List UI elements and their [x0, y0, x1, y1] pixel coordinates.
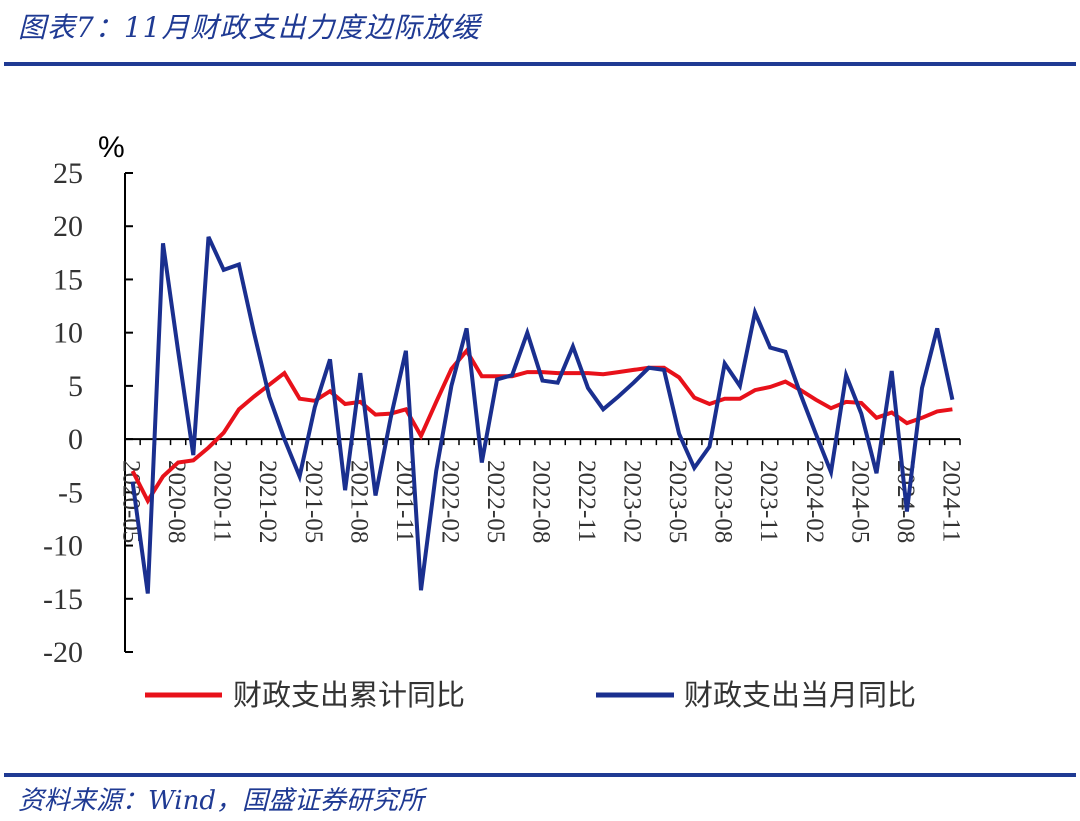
series-line-monthly	[130, 236, 955, 594]
y-tick-label: 15	[53, 263, 83, 296]
x-tick-label: 2022-11	[573, 460, 600, 542]
series-line-cumulative	[130, 347, 953, 505]
y-tick-label: 0	[68, 423, 83, 456]
chart-title: 图表7：11月财政支出力度边际放缓	[18, 11, 481, 44]
y-tick-label: 25	[53, 157, 83, 190]
y-unit-label: %	[98, 131, 125, 164]
y-tick-label: -10	[43, 530, 83, 563]
chart-legend: 财政支出累计同比 财政支出当月同比	[145, 678, 916, 712]
y-tick-label: -5	[58, 476, 83, 509]
chart-lines	[130, 236, 955, 594]
y-tick-label: -15	[43, 583, 83, 616]
x-tick-label: 2024-02	[801, 460, 828, 543]
x-tick-label: 2023-11	[755, 460, 782, 542]
x-tick-label: 2024-05	[846, 460, 873, 543]
x-tick-label: 2020-11	[209, 460, 236, 542]
x-tick-label: 2022-05	[482, 460, 509, 543]
x-tick-label: 2021-02	[254, 460, 281, 543]
source-note: 资料来源：Wind，国盛证券研究所	[18, 786, 424, 816]
x-tick-label: 2023-05	[664, 460, 691, 543]
x-tick-label: 2021-08	[345, 460, 372, 543]
x-tick-label: 2022-08	[528, 460, 555, 543]
y-tick-label: 20	[53, 210, 83, 243]
x-tick-label: 2024-11	[937, 460, 964, 542]
legend-item-cumulative-label: 财政支出累计同比	[233, 678, 465, 712]
footer-rule	[4, 773, 1076, 777]
x-tick-label: 2022-02	[436, 460, 463, 543]
y-tick-label: 10	[53, 317, 83, 350]
y-tick-label: -20	[43, 636, 83, 669]
header-rule	[4, 62, 1076, 66]
x-tick-label: 2023-08	[710, 460, 737, 543]
x-tick-label: 2023-02	[619, 460, 646, 543]
y-tick-label: 5	[68, 370, 83, 403]
legend-item-monthly-label: 财政支出当月同比	[684, 678, 916, 712]
x-tick-label: 2021-05	[300, 460, 327, 543]
